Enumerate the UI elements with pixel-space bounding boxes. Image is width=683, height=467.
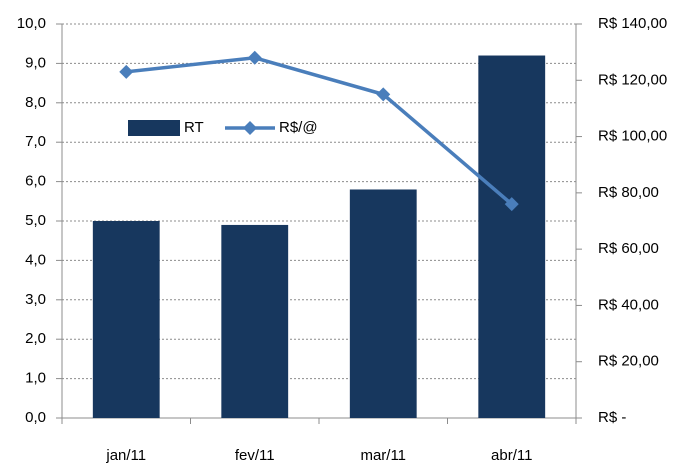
y2-tick-label: R$ 140,00: [598, 15, 667, 32]
y2-tick-label: R$ 60,00: [598, 240, 659, 257]
y-tick-label: 10,0: [17, 15, 46, 32]
y-tick-label: 2,0: [25, 330, 46, 347]
y-tick-label: 1,0: [25, 370, 46, 387]
y2-tick-label: R$ 100,00: [598, 128, 667, 145]
line-marker: [376, 87, 391, 102]
line-marker: [247, 50, 262, 65]
legend-marker: [243, 121, 257, 135]
legend-swatch: [128, 120, 180, 136]
x-tick-label: fev/11: [235, 447, 275, 464]
legend-label: R$/@: [279, 119, 318, 136]
x-tick-label: jan/11: [105, 447, 146, 464]
bar: [349, 189, 417, 418]
y2-tick-label: R$ 40,00: [598, 296, 659, 313]
y-tick-label: 7,0: [25, 133, 46, 150]
y2-tick-label: R$ -: [598, 409, 626, 426]
bar: [221, 224, 289, 418]
y2-tick-label: R$ 80,00: [598, 184, 659, 201]
y-tick-label: 9,0: [25, 54, 46, 71]
y-tick-label: 5,0: [25, 212, 46, 229]
y-tick-label: 3,0: [25, 291, 46, 308]
y2-tick-label: R$ 120,00: [598, 71, 667, 88]
y-tick-label: 8,0: [25, 94, 46, 111]
y-tick-label: 4,0: [25, 251, 46, 268]
y-tick-label: 6,0: [25, 173, 46, 190]
legend-label: RT: [184, 119, 204, 136]
line: [126, 55, 513, 206]
line-marker: [504, 197, 519, 212]
x-tick-label: abr/11: [491, 447, 532, 464]
y-tick-label: 0,0: [25, 409, 46, 426]
line-marker: [119, 64, 134, 79]
bar: [92, 221, 160, 418]
y2-tick-label: R$ 20,00: [598, 353, 659, 370]
bar: [478, 55, 546, 419]
x-tick-label: mar/11: [360, 447, 406, 464]
